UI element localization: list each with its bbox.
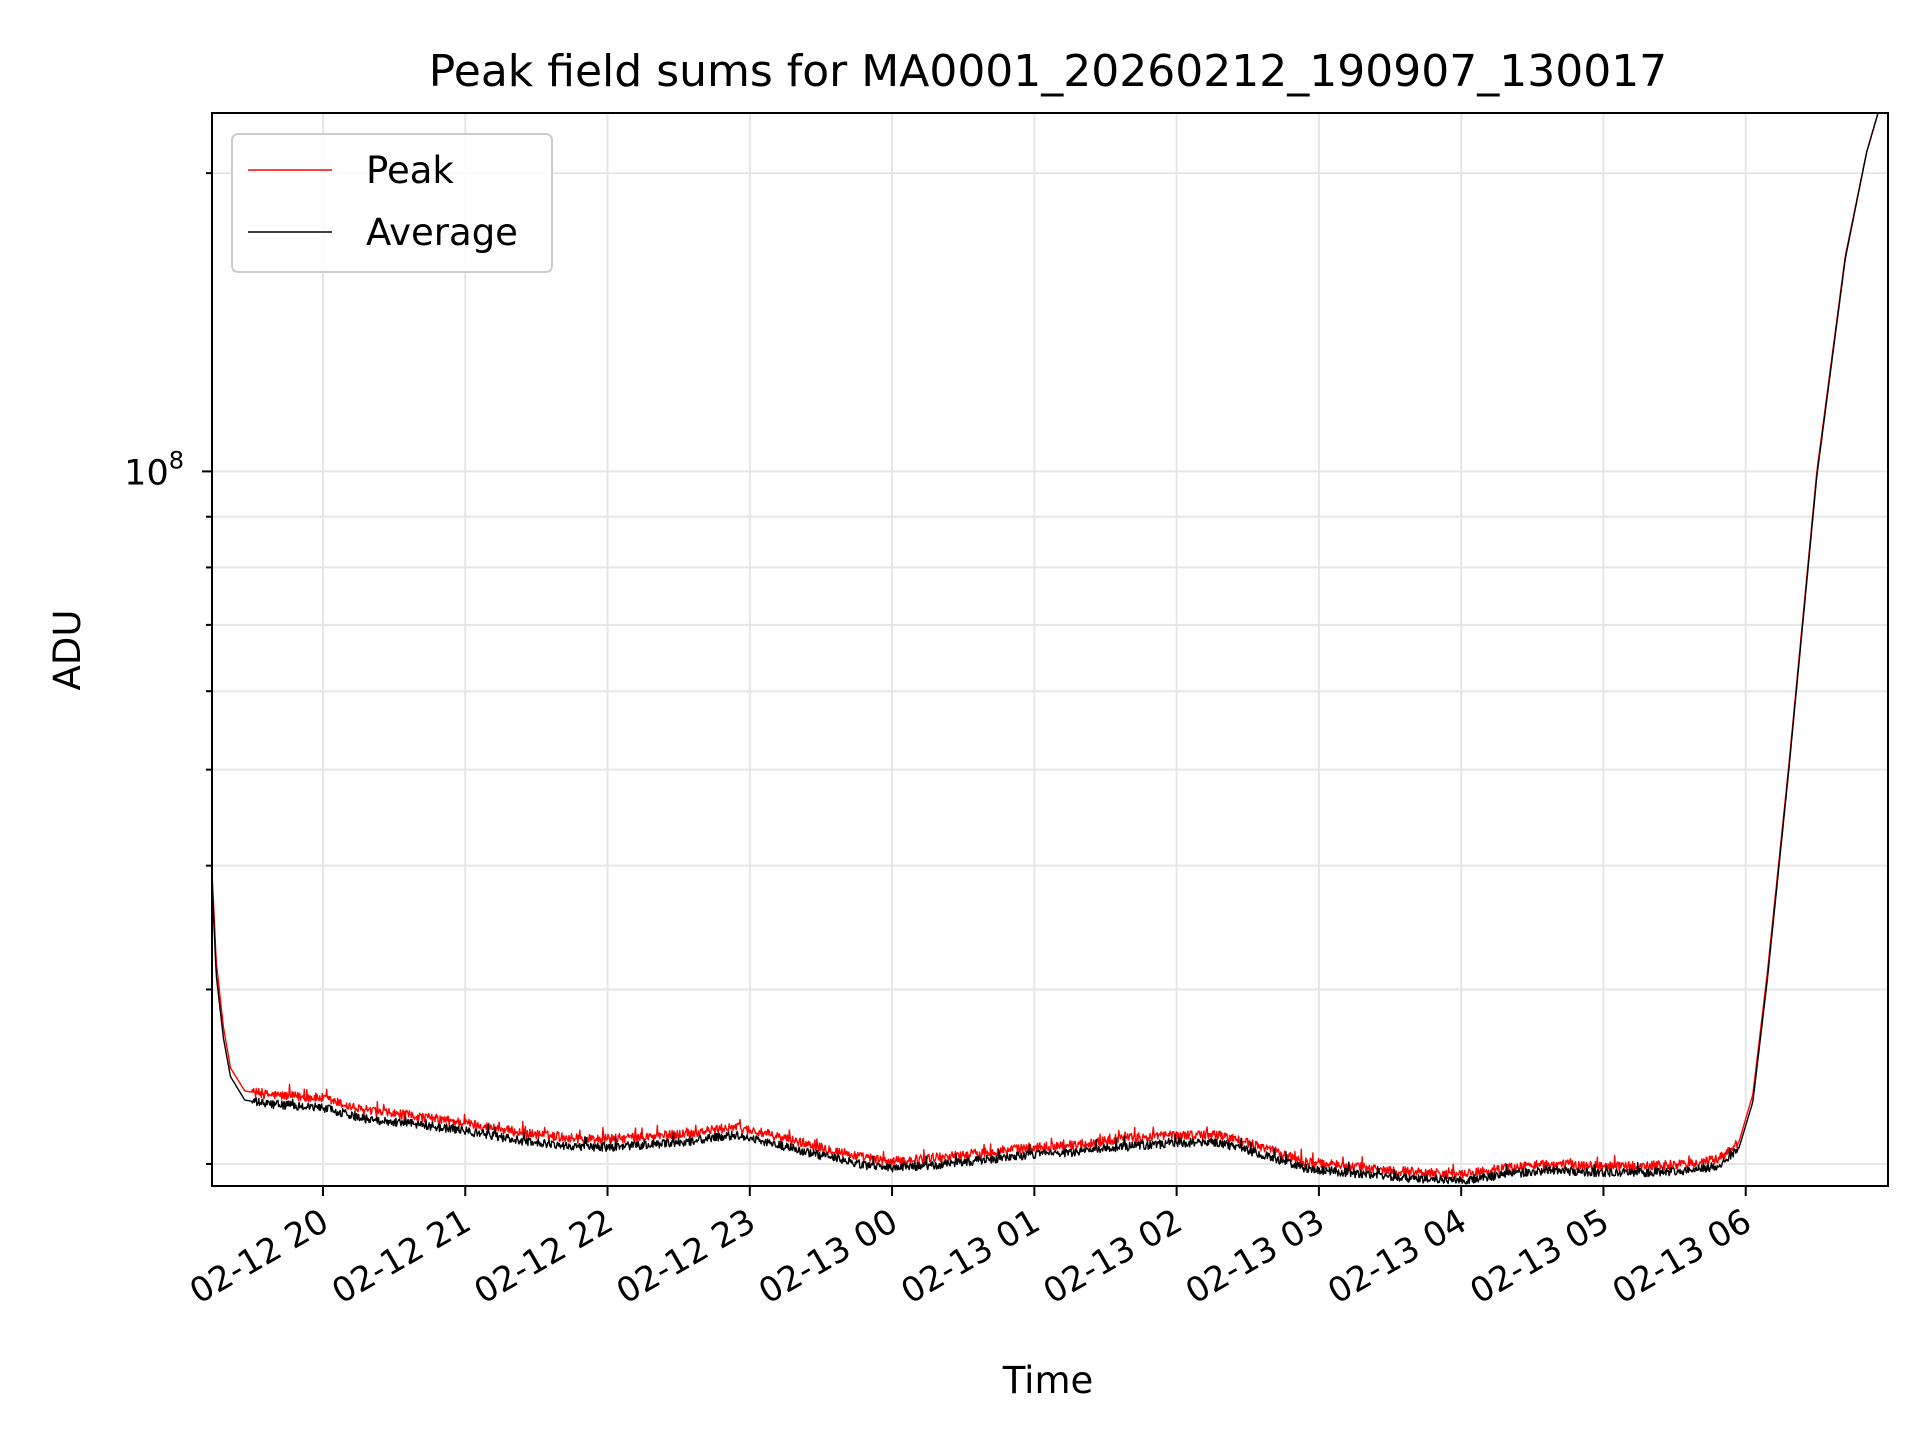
- chart-title: Peak field sums for MA0001_20260212_1909…: [429, 46, 1667, 97]
- y-tick-label: 108: [124, 446, 184, 493]
- x-axis-label: Time: [1002, 1359, 1094, 1402]
- y-axis-label: ADU: [46, 610, 89, 691]
- series-line-average: [211, 112, 1879, 1185]
- series-layer: [211, 112, 1879, 1185]
- plot-frame: [211, 112, 1889, 1187]
- series-line-peak: [211, 112, 1879, 1180]
- legend-box: [231, 133, 553, 273]
- legend-average-label: Average: [366, 211, 518, 254]
- grid-layer: [212, 113, 1888, 1186]
- legend-peak-label: Peak: [366, 149, 454, 192]
- legend: Peak Average: [231, 133, 553, 273]
